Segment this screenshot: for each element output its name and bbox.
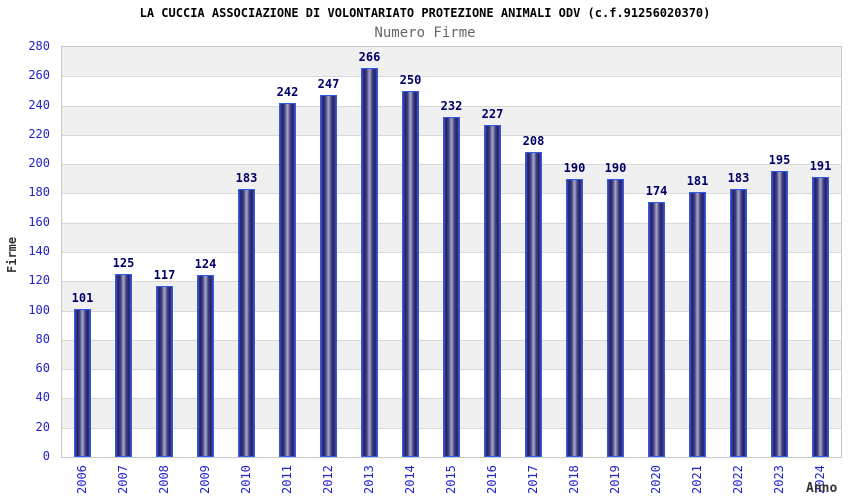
y-tick-label: 280 xyxy=(28,39,50,53)
x-tick-label: 2006 xyxy=(74,465,89,494)
x-tick-label: 2016 xyxy=(484,465,499,494)
bar-value-label: 232 xyxy=(440,99,463,114)
bar xyxy=(197,275,214,457)
x-tick-label: 2019 xyxy=(607,465,622,494)
bar xyxy=(484,124,501,457)
chart-title: LA CUCCIA ASSOCIAZIONE DI VOLONTARIATO P… xyxy=(139,6,711,20)
x-tick-label: 2021 xyxy=(689,465,704,494)
x-tick-label: 2012 xyxy=(320,465,335,494)
y-tick-label: 140 xyxy=(28,244,50,258)
y-tick-label: 260 xyxy=(28,68,50,83)
bar xyxy=(730,189,747,457)
y-tick-label: 220 xyxy=(28,126,50,141)
y-tick-label: 0 xyxy=(42,449,50,463)
bar-value-label: 190 xyxy=(604,160,627,175)
x-tick-label: 2009 xyxy=(197,465,212,494)
bar xyxy=(156,285,173,457)
bar-value-label: 208 xyxy=(522,134,545,149)
y-tick-label: 180 xyxy=(28,185,50,200)
bar xyxy=(402,90,419,457)
chart-subtitle: Numero Firme xyxy=(374,25,476,41)
y-tick-label: 40 xyxy=(35,390,50,405)
bar xyxy=(361,67,378,457)
bar xyxy=(279,102,296,457)
bar-value-label: 183 xyxy=(727,171,750,186)
bar-value-label: 181 xyxy=(686,173,709,188)
bar xyxy=(320,95,337,457)
x-tick-label: 2023 xyxy=(771,465,786,494)
y-tick-label: 160 xyxy=(28,214,50,229)
x-tick-label: 2014 xyxy=(402,465,417,494)
x-tick-label: 2015 xyxy=(443,465,458,494)
y-tick-label: 20 xyxy=(35,419,50,434)
bar xyxy=(525,152,542,457)
bar-value-label: 242 xyxy=(276,84,299,99)
bar-value-label: 190 xyxy=(563,160,586,175)
bar-value-label: 174 xyxy=(645,184,668,199)
y-tick-label: 120 xyxy=(28,273,50,288)
bar-value-label: 117 xyxy=(153,267,176,282)
gridline xyxy=(62,105,841,107)
bar xyxy=(812,177,829,457)
x-tick-label: 2010 xyxy=(238,465,253,494)
x-tick-label: 2008 xyxy=(156,465,171,494)
bar xyxy=(607,178,624,457)
y-tick-label: 80 xyxy=(35,331,50,346)
plot-band xyxy=(62,76,841,106)
gridline xyxy=(62,76,841,78)
y-tick-label: 200 xyxy=(28,156,50,171)
plot-area: 101 125 117 124 183 242 247 266 250 232 227 208 190 1… xyxy=(61,46,842,458)
x-tick-label: 2007 xyxy=(115,465,130,494)
bar-value-label: 183 xyxy=(235,171,258,186)
bar-value-label: 124 xyxy=(194,257,217,272)
x-tick-label: 2022 xyxy=(730,465,745,494)
x-tick-label: 2011 xyxy=(279,465,294,494)
x-axis-title: Anno xyxy=(806,481,838,496)
bar xyxy=(648,202,665,457)
bar xyxy=(689,191,706,457)
bar xyxy=(238,189,255,457)
x-tick-label: 2017 xyxy=(525,465,540,494)
bar-value-label: 195 xyxy=(768,153,791,168)
y-tick-label: 240 xyxy=(28,97,50,112)
y-tick-label: 100 xyxy=(28,302,50,317)
bar-value-label: 125 xyxy=(112,255,135,270)
bar-value-label: 247 xyxy=(317,77,340,92)
bar-value-label: 101 xyxy=(71,291,94,306)
bar xyxy=(443,117,460,457)
bar-value-label: 227 xyxy=(481,106,504,121)
bar-value-label: 250 xyxy=(399,72,422,87)
bar xyxy=(771,171,788,457)
y-tick-label: 60 xyxy=(35,361,50,376)
bar xyxy=(74,309,91,457)
plot-band xyxy=(62,47,841,77)
bar-value-label: 191 xyxy=(809,159,832,174)
x-tick-label: 2018 xyxy=(566,465,581,494)
bar xyxy=(115,273,132,457)
bar xyxy=(566,178,583,457)
x-tick-label: 2020 xyxy=(648,465,663,494)
x-tick-label: 2013 xyxy=(361,465,376,494)
bar-value-label: 266 xyxy=(358,49,381,64)
